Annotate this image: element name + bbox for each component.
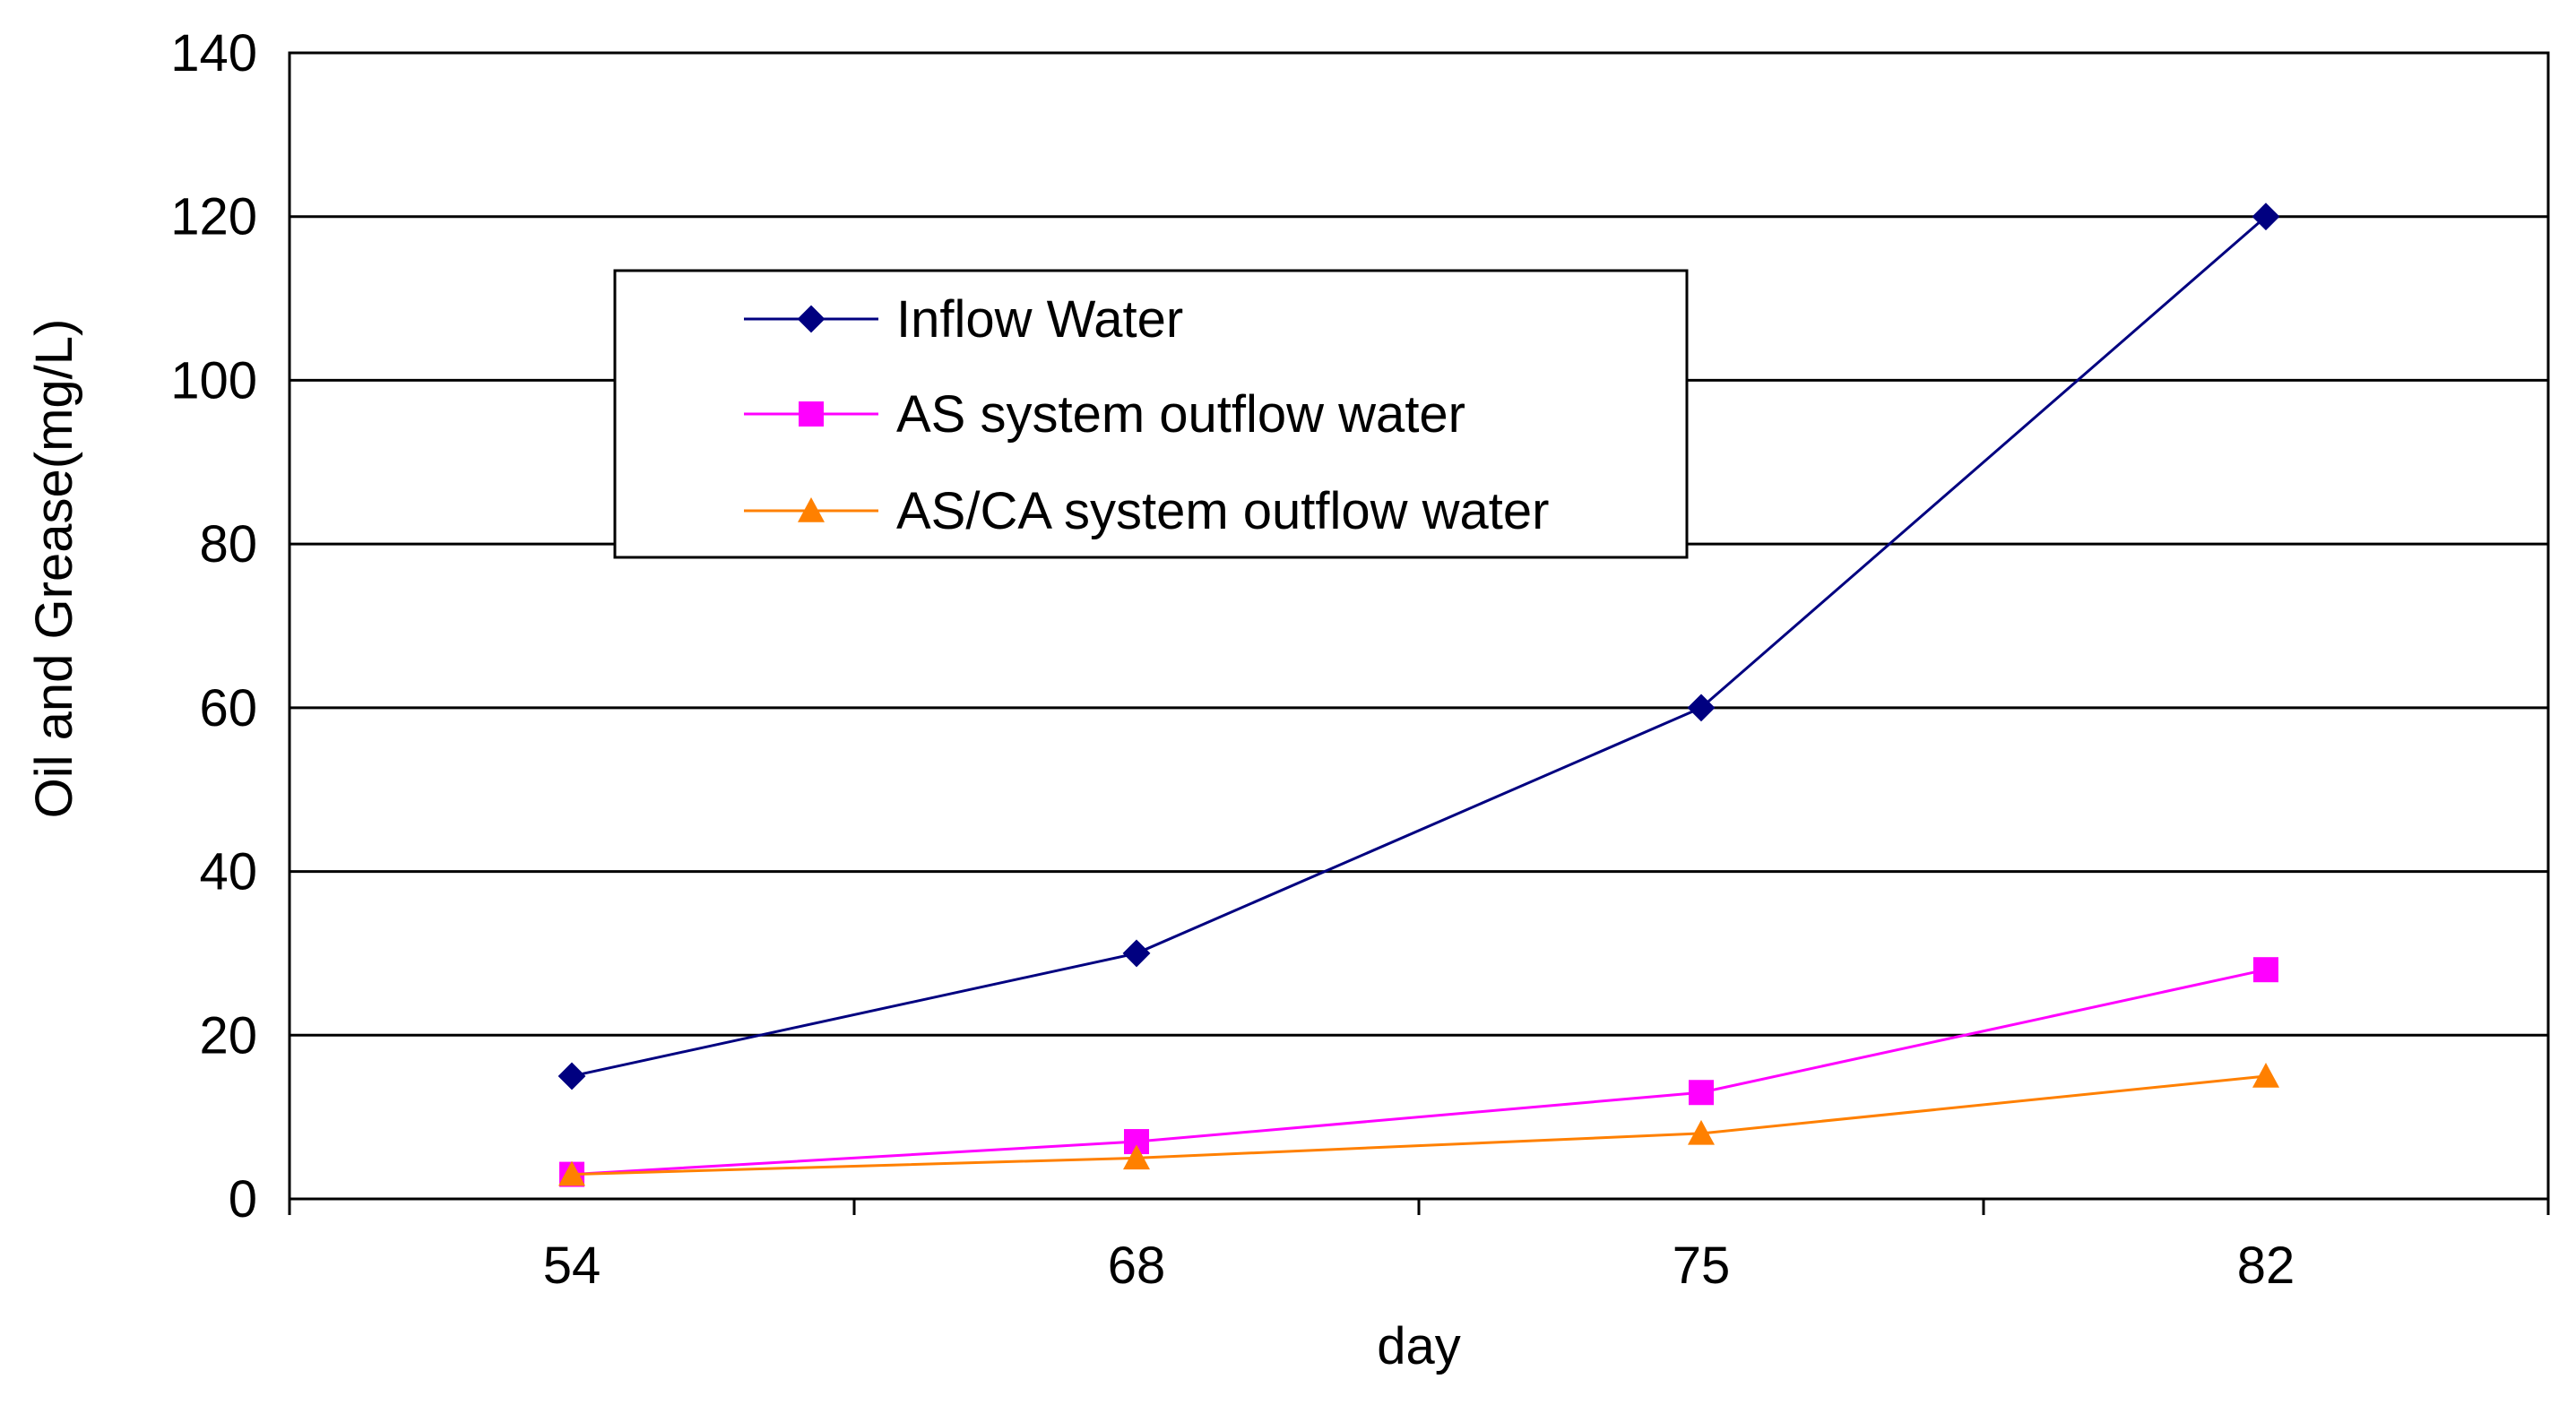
x-axis-tick-labels: 54 68 75 82 <box>543 1237 2295 1295</box>
series-1-point <box>558 1062 586 1090</box>
x-axis-title: day <box>1377 1317 1461 1375</box>
y-tick-label: 120 <box>170 188 257 246</box>
series-2 <box>559 957 2278 1187</box>
series-3-line <box>571 1074 2267 1177</box>
y-axis-tick-labels: 0 20 40 60 80 100 120 140 <box>170 24 257 1228</box>
x-tick-label: 75 <box>1673 1237 1731 1295</box>
series-1-line <box>571 215 2267 1078</box>
legend-label: Inflow Water <box>896 290 1183 349</box>
x-tick-label: 82 <box>2237 1237 2295 1295</box>
series-3-point <box>1123 1144 1150 1170</box>
series-1-point <box>2252 203 2280 231</box>
y-axis-title: Oil and Grease(mg/L) <box>25 319 83 819</box>
series-1-point <box>1687 694 1716 722</box>
series-2-point <box>2253 957 2278 983</box>
plot-area <box>288 51 2550 1201</box>
x-tick-label: 68 <box>1108 1237 1166 1295</box>
legend-label: AS system outflow water <box>896 385 1465 444</box>
legend-label: AS/CA system outflow water <box>896 482 1549 540</box>
series-3-point <box>558 1160 585 1186</box>
x-tick-label: 54 <box>543 1237 601 1295</box>
legend-item-1: Inflow Water <box>744 290 1183 349</box>
series-3-point <box>1688 1119 1715 1145</box>
y-tick-label: 140 <box>170 24 257 82</box>
series-1-point <box>1122 939 1151 968</box>
series-group <box>558 203 2280 1187</box>
legend: Inflow Water AS system outflow water AS/CA… <box>613 269 1689 559</box>
gridlines <box>290 51 2548 1201</box>
y-tick-label: 60 <box>199 679 257 737</box>
series-3-point <box>2252 1062 2279 1088</box>
series-3 <box>558 1062 2279 1186</box>
legend-marker <box>799 401 824 427</box>
legend-marker <box>797 305 826 333</box>
legend-item-2: AS system outflow water <box>744 385 1465 444</box>
y-tick-label: 100 <box>170 351 257 409</box>
legend-item-3: AS/CA system outflow water <box>744 482 1549 540</box>
legend-marker <box>798 497 825 522</box>
y-tick-label: 40 <box>199 843 257 901</box>
series-1 <box>558 203 2280 1090</box>
x-axis-ticks <box>288 1199 2550 1215</box>
y-tick-label: 0 <box>229 1170 257 1228</box>
series-2-line <box>571 968 2267 1177</box>
y-tick-label: 20 <box>199 1006 257 1065</box>
y-tick-label: 80 <box>199 515 257 573</box>
series-2-point <box>1689 1080 1714 1106</box>
